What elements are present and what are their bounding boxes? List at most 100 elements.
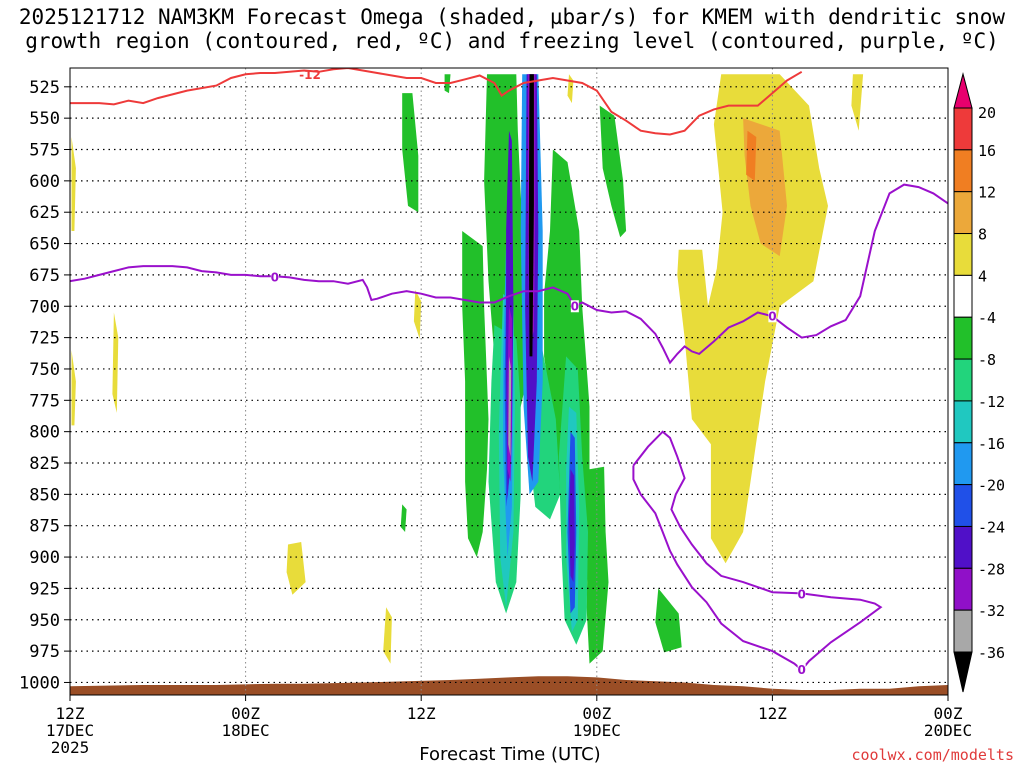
y-tick-label: 825 bbox=[29, 454, 60, 474]
omega-region bbox=[462, 231, 489, 558]
x-tick-label: 18DEC bbox=[222, 721, 270, 740]
purple-label-bg bbox=[768, 310, 777, 323]
omega-region bbox=[286, 542, 306, 595]
colorbar-label: -36 bbox=[978, 644, 1005, 662]
y-tick-label: 1000 bbox=[19, 673, 60, 693]
x-axis-title: Forecast Time (UTC) bbox=[419, 744, 601, 765]
colorbar-cell bbox=[953, 358, 973, 402]
plot-frame bbox=[69, 67, 949, 696]
colorbar-label: 8 bbox=[978, 226, 987, 244]
purple-contour-label: 0 bbox=[768, 309, 776, 323]
colorbar-label: -20 bbox=[978, 477, 1005, 495]
colorbar-label: -8 bbox=[978, 351, 996, 369]
y-tick-label: 800 bbox=[29, 423, 60, 443]
x-tick-label: 17DEC bbox=[46, 721, 94, 740]
y-tick-label: 550 bbox=[29, 109, 60, 129]
purple-label-bg bbox=[270, 271, 279, 284]
omega-region bbox=[599, 105, 627, 238]
omega-region bbox=[71, 137, 76, 231]
colorbar-label: 16 bbox=[978, 142, 996, 160]
y-tick-label: 575 bbox=[29, 141, 60, 161]
purple-contour-label: 0 bbox=[571, 299, 579, 313]
colorbar-label: -28 bbox=[978, 560, 1005, 578]
colorbar-cell bbox=[953, 400, 973, 444]
chart-title-line1: 2025121712 NAM3KM Forecast Omega (shaded… bbox=[18, 5, 1006, 29]
colorbar-cell bbox=[953, 316, 973, 360]
omega-region bbox=[677, 74, 828, 564]
y-tick-label: 525 bbox=[29, 78, 60, 98]
omega-region bbox=[851, 74, 864, 131]
x-tick-label: 00Z bbox=[582, 704, 611, 723]
colorbar-bottom-arrow bbox=[953, 651, 973, 693]
omega-shading bbox=[71, 74, 864, 664]
y-tick-label: 650 bbox=[29, 235, 60, 255]
omega-region bbox=[71, 350, 76, 426]
y-tick-label: 975 bbox=[29, 642, 60, 662]
y-tick-label: 725 bbox=[29, 329, 60, 349]
y-tick-label: 750 bbox=[29, 360, 60, 380]
colorbar-cell bbox=[953, 191, 973, 235]
purple-contour-label: 0 bbox=[797, 588, 805, 602]
x-tick-label: 12Z bbox=[758, 704, 787, 723]
y-tick-label: 950 bbox=[29, 611, 60, 631]
omega-region bbox=[567, 74, 574, 104]
credit-link[interactable]: coolwx.com/modelts bbox=[851, 746, 1014, 764]
omega-region bbox=[528, 74, 534, 357]
colorbar-label: 4 bbox=[978, 267, 987, 285]
x-tick-label: 20DEC bbox=[924, 721, 972, 740]
y-tick-label: 875 bbox=[29, 517, 60, 537]
chart-title-line2: growth region (contoured, red, ºC) and f… bbox=[25, 29, 999, 53]
plot-axes: 525 550 575 600 625 650 675 700 725 750 775 800 825 8… bbox=[19, 67, 972, 757]
y-tick-label: 700 bbox=[29, 297, 60, 317]
x-tick-label: 2025 bbox=[51, 738, 90, 757]
omega-region bbox=[112, 312, 119, 413]
y-tick-label: 900 bbox=[29, 548, 60, 568]
red-contour-label: -12 bbox=[299, 68, 321, 82]
colorbar: 20 16 12 8 4 -4 -8 -12 -16 -20 -24 -28 -32 -36 bbox=[953, 72, 1005, 693]
colorbar-cell bbox=[953, 609, 973, 653]
colorbar-cell bbox=[953, 149, 973, 193]
purple-contour-label: 0 bbox=[271, 270, 279, 284]
red-contour-line bbox=[70, 68, 803, 136]
purple-contour-line bbox=[70, 183, 948, 365]
colorbar-label: 12 bbox=[978, 184, 996, 202]
omega-region bbox=[413, 290, 422, 339]
omega-region bbox=[383, 607, 392, 664]
omega-region bbox=[400, 504, 407, 532]
y-tick-label: 775 bbox=[29, 391, 60, 411]
colorbar-top-arrow bbox=[953, 72, 973, 109]
colorbar-cell bbox=[953, 107, 973, 151]
colorbar-cell bbox=[953, 484, 973, 527]
colorbar-label: -32 bbox=[978, 602, 1005, 620]
y-tick-label: 850 bbox=[29, 485, 60, 505]
colorbar-label: -24 bbox=[978, 518, 1005, 536]
y-tick-label: 625 bbox=[29, 203, 60, 223]
colorbar-cell bbox=[953, 233, 973, 276]
purple-contour-label: 0 bbox=[797, 663, 805, 677]
colorbar-cell bbox=[953, 274, 973, 318]
terrain-layer bbox=[70, 676, 948, 695]
omega-region bbox=[746, 130, 757, 181]
x-tick-label: 19DEC bbox=[573, 721, 621, 740]
purple-label-bg bbox=[570, 300, 579, 313]
x-tick-label: 00Z bbox=[231, 704, 260, 723]
omega-region bbox=[402, 93, 419, 213]
colorbar-label: -12 bbox=[978, 393, 1005, 411]
purple-contour-loop bbox=[632, 430, 883, 672]
y-tick-label: 925 bbox=[29, 579, 60, 599]
colorbar-label: 20 bbox=[978, 104, 996, 122]
colorbar-cell bbox=[953, 442, 973, 486]
omega-region bbox=[586, 466, 609, 664]
omega-region bbox=[655, 588, 682, 653]
terrain-shading bbox=[70, 676, 948, 695]
colorbar-label: -16 bbox=[978, 435, 1005, 453]
y-tick-label: 600 bbox=[29, 172, 60, 192]
purple-label-bg bbox=[797, 588, 806, 601]
colorbar-cell bbox=[953, 525, 973, 569]
x-tick-label: 12Z bbox=[56, 704, 85, 723]
y-tick-label: 675 bbox=[29, 266, 60, 286]
x-tick-label: 00Z bbox=[934, 704, 963, 723]
x-tick-label: 12Z bbox=[407, 704, 436, 723]
purple-label-bg bbox=[797, 663, 806, 676]
